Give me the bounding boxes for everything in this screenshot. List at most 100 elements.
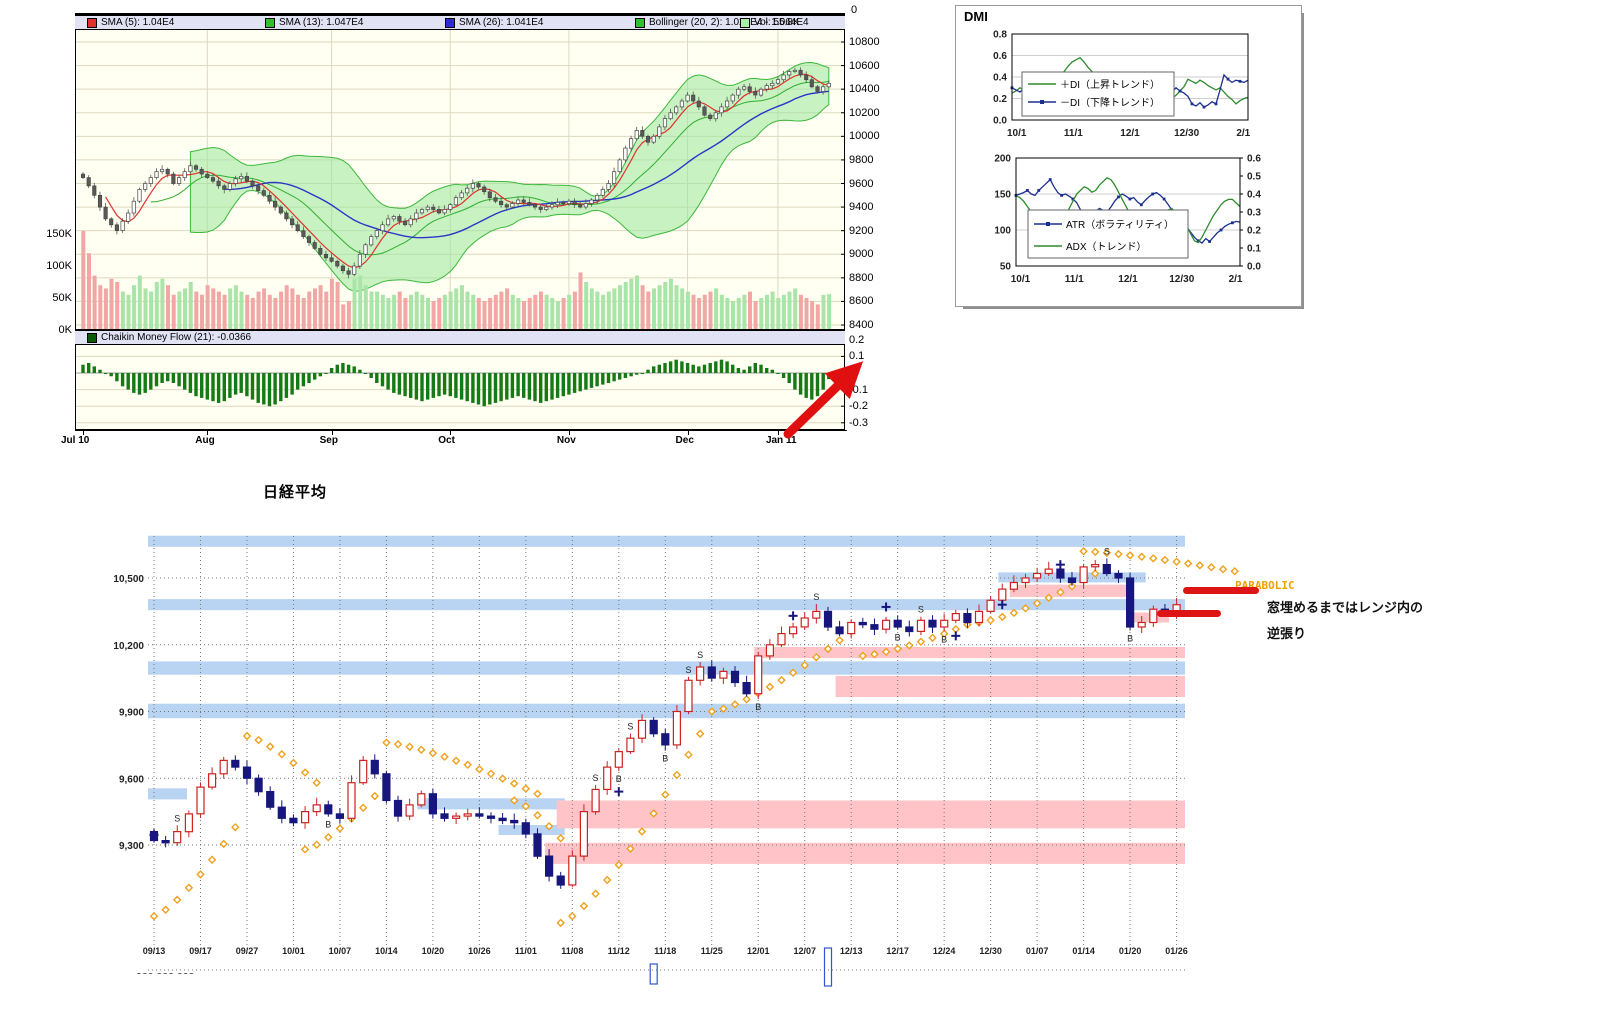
time-axis-tick	[450, 431, 452, 435]
blue-range-band	[148, 599, 1185, 611]
svg-text:0.2: 0.2	[993, 94, 1007, 105]
cmf-axis-label: 0.1	[849, 350, 865, 363]
pink-range-band	[754, 647, 1185, 659]
cmf-bars	[81, 359, 831, 407]
svg-text:11/25: 11/25	[701, 946, 723, 956]
svg-text:12/30: 12/30	[979, 946, 1002, 956]
time-axis-label: Sep	[319, 435, 338, 446]
red-marker-line-1	[1183, 587, 1259, 594]
svg-text:09/17: 09/17	[189, 946, 212, 956]
cmf-axis-label: 0.2	[849, 333, 865, 346]
svg-text:11/01: 11/01	[515, 946, 537, 956]
svg-text:0.6: 0.6	[993, 51, 1007, 62]
upper-strip-zero-label: 0	[851, 4, 858, 16]
volume-axis-label: 100K	[46, 260, 72, 272]
svg-text:12/01: 12/01	[747, 946, 770, 956]
svg-text:B: B	[755, 702, 761, 712]
svg-text:0.5: 0.5	[1247, 172, 1261, 183]
bottom-chart-title: 日経平均	[263, 484, 328, 501]
legend-bollinger: Bollinger (20, 2): 1.024E4 - 1.064E4	[635, 16, 809, 29]
legend-vol-label: Vol: 55.8K	[754, 17, 800, 28]
svg-text:0.4: 0.4	[1247, 190, 1261, 201]
svg-text:S: S	[918, 605, 924, 615]
svg-text:11/12: 11/12	[608, 946, 630, 956]
pink-range-band	[556, 800, 1185, 829]
nikkei-range-chart[interactable]: 10,500 10,200 9,900 9,600 9,300 09/13 09/17 09/…	[100, 518, 1260, 988]
price-axis-label: 8800	[849, 271, 874, 284]
price-axis-label: 9200	[849, 224, 874, 237]
svg-text:S: S	[1104, 546, 1110, 556]
svg-text:01/07: 01/07	[1026, 946, 1049, 956]
svg-text:12/13: 12/13	[840, 946, 863, 956]
time-axis-label: Jan 11	[765, 435, 797, 446]
svg-text:S: S	[593, 773, 599, 783]
volume-bar	[649, 963, 658, 985]
blue-range-band	[417, 798, 565, 810]
time-axis: Jul 10 Aug Sep Oct Nov Dec Jan 11	[61, 430, 847, 449]
svg-text:12/07: 12/07	[793, 946, 816, 956]
time-axis-label: Dec	[675, 435, 694, 446]
svg-text:12/30: 12/30	[1174, 128, 1199, 139]
time-axis-tick	[83, 431, 84, 435]
time-axis-label: Oct	[438, 435, 455, 446]
svg-text:10,500: 10,500	[113, 574, 144, 585]
svg-text:11/1: 11/1	[1065, 274, 1084, 285]
atr-legend-box	[1027, 209, 1189, 259]
svg-text:10/1: 10/1	[1011, 274, 1031, 285]
svg-text:100: 100	[994, 226, 1011, 237]
svg-text:B: B	[941, 634, 947, 644]
price-volume-chart[interactable]	[75, 29, 845, 330]
time-axis-tick	[777, 431, 779, 435]
svg-text:S: S	[627, 722, 633, 732]
volume-axis-label: 150K	[46, 228, 72, 240]
chaikin-money-flow-chart[interactable]	[75, 344, 845, 430]
price-axis-label: 10400	[849, 83, 880, 96]
cmf-legend-bar: Chaikin Money Flow (21): -0.0366	[75, 330, 845, 344]
svg-text:0.6: 0.6	[1247, 154, 1261, 165]
svg-text:9,300: 9,300	[119, 841, 144, 852]
legend-sma5-label: SMA (5): 1.04E4	[101, 17, 175, 28]
dmi-widget[interactable]: DMI 0.8 0.6 0.4 0.2 0.0 10/1 11/1 12/1 12/30 2/1 ＋…	[955, 5, 1302, 307]
price-axis-label: 9800	[849, 153, 874, 166]
svg-text:0.2: 0.2	[1247, 226, 1261, 237]
time-axis-tick	[568, 431, 570, 435]
legend-vol: Vol: 55.8K	[740, 16, 800, 29]
svg-text:0.1: 0.1	[1247, 244, 1261, 255]
svg-text:0.4: 0.4	[993, 73, 1007, 84]
atr-adx-series	[1015, 178, 1241, 244]
legend-sma26-label: SMA (26): 1.041E4	[459, 17, 544, 28]
price-axis-label: 10000	[849, 130, 880, 143]
svg-text:0.8: 0.8	[993, 30, 1007, 41]
svg-text:0.0: 0.0	[1247, 262, 1261, 273]
svg-text:＋DI（上昇トレンド）: ＋DI（上昇トレンド）	[1060, 79, 1160, 91]
svg-text:ATR（ボラティリティ）: ATR（ボラティリティ）	[1066, 219, 1174, 231]
blue-range-band	[498, 825, 565, 835]
cmf-swatch-icon	[87, 332, 97, 343]
svg-text:B: B	[1127, 634, 1133, 644]
volume-bars	[81, 230, 832, 330]
svg-text:0.0: 0.0	[993, 116, 1007, 127]
atr-adx-chart[interactable]: 200 150 100 50 0.6 0.5 0.4 0.3 0.2 0.1 0.0 10/1 11/1…	[978, 146, 1288, 298]
blue-range-band	[148, 535, 1185, 547]
dmi-chart[interactable]: 0.8 0.6 0.4 0.2 0.010/1 11/1 12/1 12/30 2/1 ＋DI（上…	[978, 26, 1278, 142]
svg-text:10,200: 10,200	[113, 641, 144, 652]
time-axis-label: Aug	[195, 435, 215, 446]
time-axis-label: Nov	[556, 435, 576, 446]
svg-text:－DI（下降トレンド）: －DI（下降トレンド）	[1060, 96, 1160, 109]
legend-bollinger-label: Bollinger (20, 2): 1.024E4 - 1.064E4	[649, 17, 809, 28]
bollinger-swatch-icon	[635, 17, 645, 28]
svg-text:12/30: 12/30	[1169, 274, 1194, 285]
dmi-legend-box	[1021, 71, 1175, 117]
svg-text:150: 150	[994, 190, 1011, 201]
svg-text:2/1: 2/1	[1229, 274, 1243, 285]
sma5-swatch-icon	[87, 17, 97, 28]
blue-range-band	[148, 703, 1185, 719]
svg-text:0.3: 0.3	[1247, 208, 1261, 219]
note-line-1: 窓埋めるまではレンジ内の	[1267, 600, 1424, 615]
price-axis-label: 9400	[849, 201, 874, 214]
svg-text:S: S	[174, 813, 180, 823]
sma26-swatch-icon	[445, 17, 455, 28]
legend-sma26: SMA (26): 1.041E4	[445, 16, 544, 29]
cmf-axis-label: -0.3	[849, 416, 868, 429]
price-axis-label: 9000	[849, 248, 874, 261]
